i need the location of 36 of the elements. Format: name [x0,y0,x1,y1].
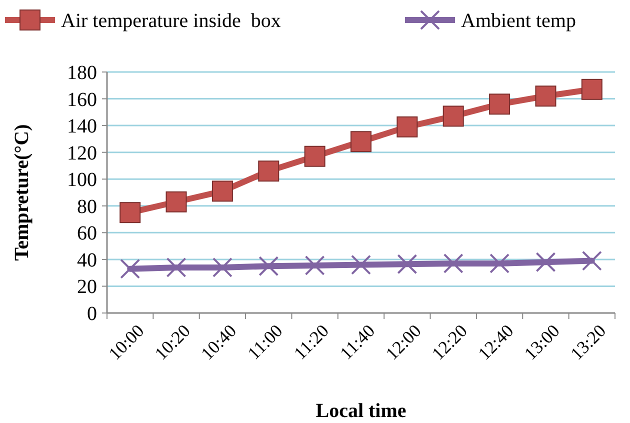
y-tick-label: 0 [87,303,97,325]
y-tick-label: 140 [67,116,97,138]
point [490,253,510,274]
y-tick-label: 40 [77,249,97,272]
point [304,146,326,167]
point [166,191,187,212]
point [535,86,556,107]
point [166,257,186,278]
point [351,254,371,275]
y-tick-label: 120 [67,142,97,164]
point [489,94,510,115]
legend-label: Ambient temp [461,10,576,32]
point [442,106,464,127]
point [212,180,233,202]
y-tick-label: 20 [77,276,97,298]
point [536,252,556,272]
point [581,78,602,100]
point [304,255,325,276]
legend-label: Air temperature inside box [61,10,281,32]
point [120,202,141,224]
point [582,250,602,271]
point [396,116,418,138]
y-tick-label: 80 [77,196,97,218]
point [443,253,464,274]
point [212,257,232,278]
point [397,254,418,274]
point [258,160,280,182]
y-tick-label: 180 [67,62,97,84]
y-tick-label: 100 [67,169,97,192]
x-axis-title: Local time [316,400,406,422]
point [120,258,140,279]
point [350,131,372,152]
y-axis-title: Tempreture(°C) [11,124,33,261]
y-tick-label: 160 [67,88,97,111]
y-tick-label: 60 [77,222,97,245]
point [258,256,279,276]
